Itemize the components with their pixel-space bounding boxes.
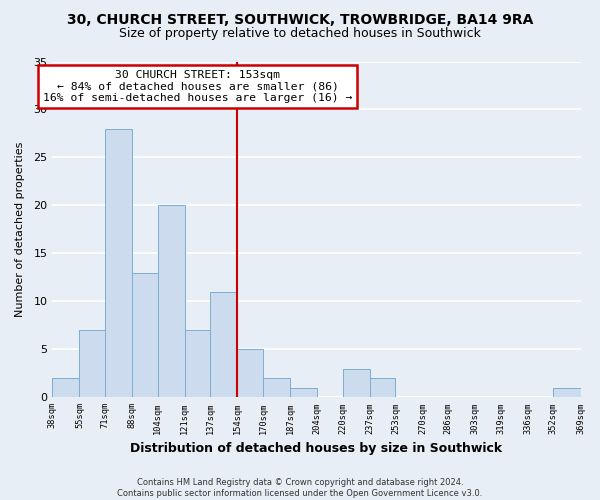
Bar — [290, 388, 317, 398]
Text: Contains HM Land Registry data © Crown copyright and database right 2024.
Contai: Contains HM Land Registry data © Crown c… — [118, 478, 482, 498]
Y-axis label: Number of detached properties: Number of detached properties — [15, 142, 25, 317]
Bar — [132, 272, 158, 398]
Bar — [210, 292, 238, 398]
Text: 30, CHURCH STREET, SOUTHWICK, TROWBRIDGE, BA14 9RA: 30, CHURCH STREET, SOUTHWICK, TROWBRIDGE… — [67, 12, 533, 26]
Bar — [158, 206, 185, 398]
Bar — [343, 368, 370, 398]
Text: 30 CHURCH STREET: 153sqm
← 84% of detached houses are smaller (86)
16% of semi-d: 30 CHURCH STREET: 153sqm ← 84% of detach… — [43, 70, 352, 103]
Bar — [105, 128, 132, 398]
Bar — [238, 350, 263, 398]
Text: Size of property relative to detached houses in Southwick: Size of property relative to detached ho… — [119, 28, 481, 40]
Bar — [185, 330, 210, 398]
Bar — [370, 378, 395, 398]
Bar — [263, 378, 290, 398]
X-axis label: Distribution of detached houses by size in Southwick: Distribution of detached houses by size … — [130, 442, 502, 455]
Bar — [79, 330, 105, 398]
Bar — [52, 378, 79, 398]
Bar — [553, 388, 581, 398]
